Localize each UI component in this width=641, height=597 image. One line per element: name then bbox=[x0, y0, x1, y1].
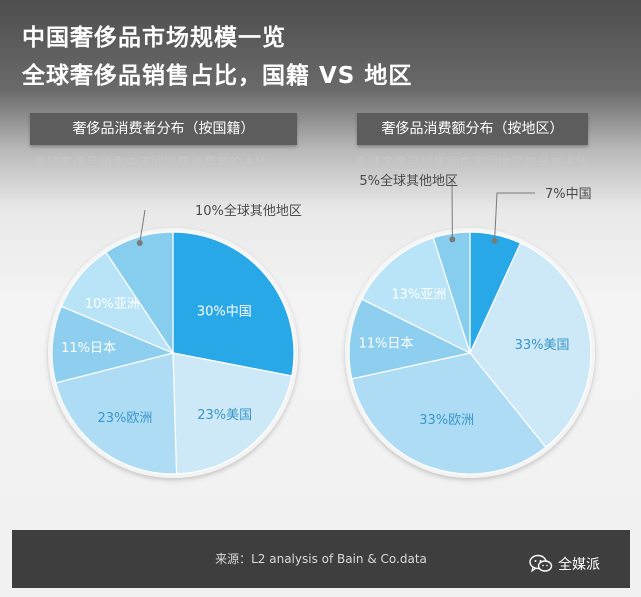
right-chart-heading: 奢侈品消费额分布（按地区） bbox=[357, 113, 588, 145]
slice-label: 5%全球其他地区 bbox=[359, 173, 458, 189]
left-chart-heading: 奢侈品消费者分布（按国籍） bbox=[30, 113, 297, 145]
slice-label: 23%欧洲 bbox=[97, 411, 152, 426]
pie-slice-亚洲 bbox=[360, 236, 472, 355]
slice-label: 10%亚洲 bbox=[85, 297, 140, 312]
footer-bar: 来源：L2 analysis of Bain & Co.data bbox=[12, 530, 630, 588]
callout-line bbox=[494, 192, 535, 241]
slice-label: 7%中国 bbox=[545, 187, 592, 202]
pie-slice-欧洲 bbox=[55, 352, 178, 475]
left-chart-subheading: 全球奢侈品销售中不同国籍消费者的占比 bbox=[34, 156, 269, 171]
pie-chart-by-nationality: 30%中国 23%美国 23%欧洲 11%日本 10%亚洲 10%全球其他地区 bbox=[48, 203, 302, 478]
wechat-icon bbox=[529, 554, 553, 573]
pie-slice-美国 bbox=[469, 242, 592, 449]
pie-chart-by-region: 7%中国 33%美国 33%欧洲 11%日本 13%亚洲 5%全球其他地区 bbox=[345, 173, 595, 478]
slice-label: 23%美国 bbox=[197, 408, 252, 423]
page-subtitle: 全球奢侈品销售占比，国籍 VS 地区 bbox=[22, 63, 413, 89]
slice-label: 10%全球其他地区 bbox=[195, 203, 302, 219]
pie-slice-欧洲 bbox=[351, 352, 547, 475]
slice-label: 33%欧洲 bbox=[419, 413, 474, 428]
callout-line bbox=[139, 209, 146, 244]
right-chart-subheading: 全球奢侈品销售额在不同地区的分布占比 bbox=[355, 156, 590, 171]
brand-badge: 全媒派 bbox=[529, 554, 600, 574]
slice-label: 30%中国 bbox=[197, 305, 252, 320]
slice-label: 11%日本 bbox=[61, 341, 116, 356]
pie-slice-全球其他地区 bbox=[432, 231, 471, 354]
slice-label: 11%日本 bbox=[358, 337, 413, 352]
pie-slice-中国 bbox=[172, 231, 295, 377]
slice-label: 33%美国 bbox=[515, 338, 570, 353]
page-title: 中国奢侈品市场规模一览 bbox=[22, 25, 286, 51]
slice-label: 13%亚洲 bbox=[391, 287, 446, 302]
pie-slice-日本 bbox=[51, 305, 175, 384]
source-note: 来源：L2 analysis of Bain & Co.data bbox=[215, 552, 427, 566]
pie-slice-全球其他地区 bbox=[105, 231, 174, 355]
pie-slice-日本 bbox=[348, 298, 472, 380]
brand-name: 全媒派 bbox=[558, 557, 600, 573]
pie-slice-美国 bbox=[172, 352, 293, 475]
